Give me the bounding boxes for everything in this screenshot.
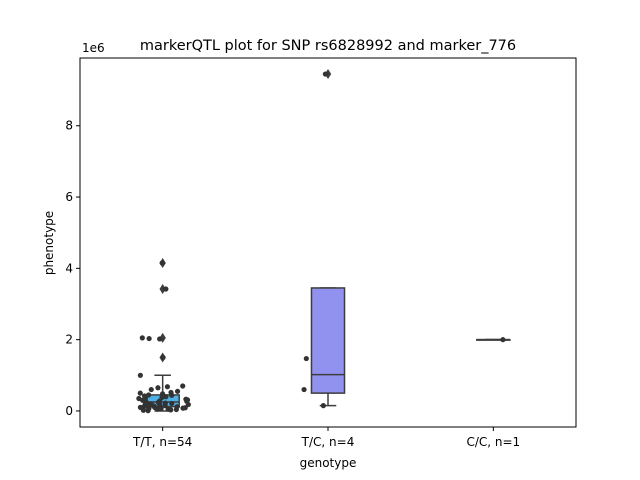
data-point [500, 337, 506, 343]
x-tick-label: T/C, n=4 [301, 435, 355, 449]
data-point [157, 336, 163, 342]
outlier-marker [159, 284, 166, 295]
data-point [185, 401, 191, 408]
data-point [139, 335, 145, 341]
data-point [163, 286, 169, 292]
data-point [160, 354, 166, 361]
data-point [169, 400, 175, 407]
data-point [164, 384, 170, 390]
y-tick-label: 0 [65, 404, 73, 418]
y-axis-scale-label: 1e6 [82, 41, 105, 55]
data-point [137, 390, 143, 396]
x-axis-label: genotype [300, 456, 357, 470]
data-point [163, 394, 169, 400]
y-tick-label: 4 [65, 261, 73, 275]
x-tick-label: C/C, n=1 [466, 435, 520, 449]
data-point [162, 403, 168, 409]
x-tick-label: T/T, n=54 [132, 435, 192, 449]
data-point [141, 403, 147, 409]
data-point [180, 383, 186, 389]
data-point [159, 260, 165, 266]
data-point [154, 406, 161, 412]
genotype-3-box [476, 338, 511, 341]
data-point [145, 408, 151, 414]
chart-title: markerQTL plot for SNP rs6828992 and mar… [140, 38, 516, 54]
outlier-marker [324, 69, 332, 80]
data-point [146, 335, 152, 342]
data-point [301, 386, 307, 393]
points-layer [136, 71, 506, 414]
y-tick-label: 2 [65, 333, 73, 347]
data-point [168, 407, 174, 413]
data-point [140, 407, 147, 413]
data-point [303, 355, 309, 362]
data-point [169, 392, 175, 398]
data-point [173, 406, 179, 413]
data-point [137, 372, 143, 378]
x-axis-ticks: T/T, n=54 T/C, n=4 C/C, n=1 [132, 427, 520, 449]
data-point [148, 386, 154, 393]
data-point [155, 385, 161, 391]
genotype-2-box [310, 69, 346, 407]
data-point [180, 405, 186, 411]
data-point [322, 71, 328, 77]
y-axis-label: phenotype [42, 211, 56, 275]
data-point [174, 388, 181, 394]
y-tick-label: 6 [65, 190, 73, 204]
y-tick-label: 8 [65, 119, 73, 133]
data-point [146, 392, 152, 398]
data-point [320, 403, 326, 409]
y-axis-ticks: 0 2 4 6 8 [65, 119, 80, 418]
iqr-box [310, 287, 346, 394]
